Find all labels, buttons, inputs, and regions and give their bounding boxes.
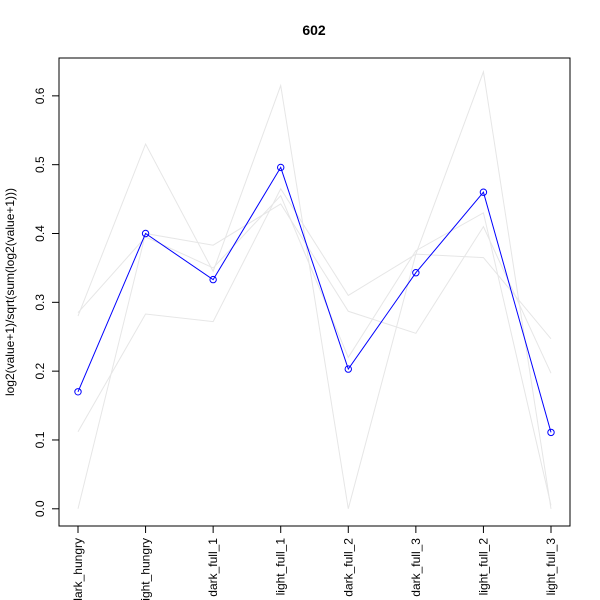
x-tick-label: light_full_2 [476,538,490,596]
plot-frame [58,57,571,527]
x-tick-label: light_full_1 [274,538,288,596]
y-tick-label: 0.3 [33,294,47,311]
y-tick-label: 0.0 [33,500,47,517]
y-tick-label: 0.4 [33,225,47,242]
y-tick-label: 0.2 [33,362,47,379]
background-series [77,69,552,509]
data-point [74,388,82,396]
data-point [479,188,488,196]
x-tick-label: dark_hungry [71,538,85,600]
background-series-line-4 [77,194,552,506]
y-tick-label: 0.5 [33,156,47,173]
x-axis: dark_hungry light_hungry dark_full_1 light_… [71,526,558,600]
background-series-line-2 [77,187,552,432]
data-point [344,365,352,373]
y-axis-label: log2(value+1)/sqrt(sum(log2(value+1))) [3,188,17,396]
data-point [412,269,420,277]
data-point [209,275,217,284]
data-point [547,428,555,437]
chart-title: 602 [302,22,326,38]
x-tick-label: light_hungry [139,538,153,600]
y-axis: 0.0 0.1 0.2 0.3 0.4 0.5 0.6 [33,87,60,517]
x-tick-label: dark_full_1 [206,538,220,597]
x-tick-label: dark_full_3 [409,538,423,597]
x-tick-label: dark_full_2 [341,538,355,597]
y-tick-label: 0.1 [33,431,47,448]
background-series-line-3 [77,203,552,509]
highlight-series-line [77,166,552,433]
x-tick-label: light_full_3 [544,538,558,596]
y-tick-label: 0.6 [33,87,47,104]
data-point [141,229,150,238]
data-point [277,163,285,172]
highlight-series [74,163,555,437]
background-series-line-1 [77,69,552,509]
